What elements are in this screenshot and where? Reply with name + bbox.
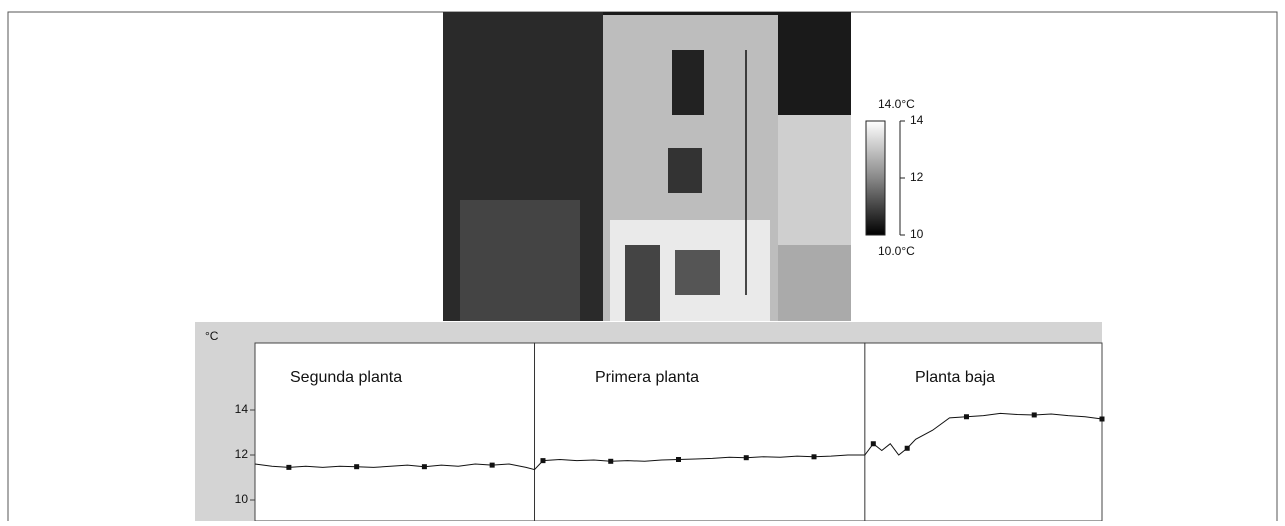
profile-marker [540,458,545,463]
y-tick-label: 10 [235,492,249,506]
region-label: Segunda planta [290,369,402,386]
profile-marker [744,455,749,460]
colorbar-tick-label: 12 [910,170,924,184]
y-tick-label: 14 [235,402,249,416]
colorbar-tick-label: 14 [910,113,924,127]
region-label: Primera planta [595,369,699,386]
colorbar-min-label: 10.0°C [878,244,915,258]
y-axis-label: °C [205,329,219,343]
colorbar-max-label: 14.0°C [878,97,915,111]
figure: 14.0°C 10.0°C °C 10 12 14 10 12 14 Segunda pla… [0,0,1285,521]
thermal-image [443,12,851,321]
profile-marker [1100,417,1105,422]
colorbar-tick-label: 10 [910,227,924,241]
region-label: Planta baja [915,369,995,386]
profile-marker [1032,412,1037,417]
profile-marker [676,457,681,462]
profile-marker [490,463,495,468]
profile-marker [871,441,876,446]
profile-marker [286,465,291,470]
profile-marker [964,414,969,419]
profile-marker [608,459,613,464]
profile-marker [905,446,910,451]
profile-marker [422,464,427,469]
y-tick-label: 12 [235,447,249,461]
profile-marker [354,464,359,469]
colorbar [866,121,885,235]
profile-marker [812,454,817,459]
